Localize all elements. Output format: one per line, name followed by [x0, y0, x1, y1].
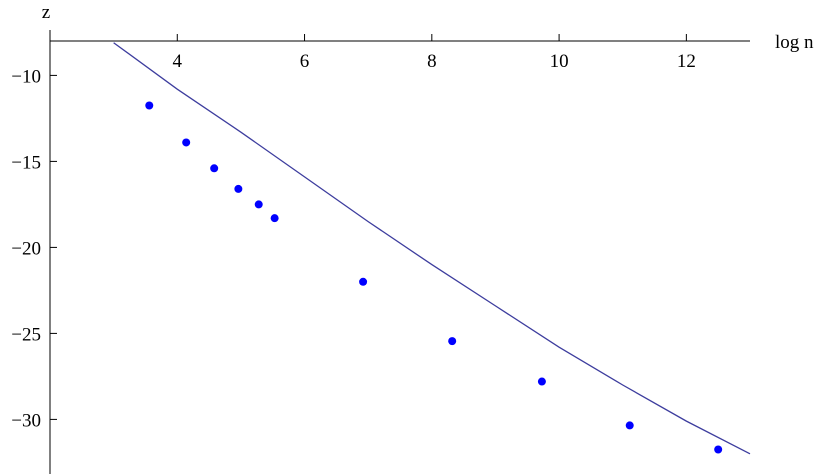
x-tick-label: 12 [677, 51, 696, 72]
y-tick-label: −10 [11, 66, 41, 87]
y-axis-label: z [42, 2, 50, 23]
point [714, 445, 723, 454]
point [182, 138, 191, 147]
y-tick-label: −15 [11, 152, 41, 173]
point [359, 277, 368, 286]
x-tick-label: 10 [550, 51, 569, 72]
x-axis-label: log n [775, 32, 814, 53]
y-tick-label: −30 [11, 410, 41, 431]
y-tick-label: −25 [11, 324, 41, 345]
point [145, 101, 154, 110]
point [270, 214, 279, 223]
curve [113, 42, 751, 455]
x-tick-label: 4 [173, 51, 183, 72]
point [537, 377, 546, 386]
x-tick-label: 8 [427, 51, 437, 72]
x-tick-label: 6 [300, 51, 310, 72]
point [210, 164, 219, 173]
point [234, 184, 243, 193]
point [625, 421, 634, 430]
point [254, 200, 263, 209]
point [448, 337, 457, 346]
y-tick-label: −20 [11, 238, 41, 259]
